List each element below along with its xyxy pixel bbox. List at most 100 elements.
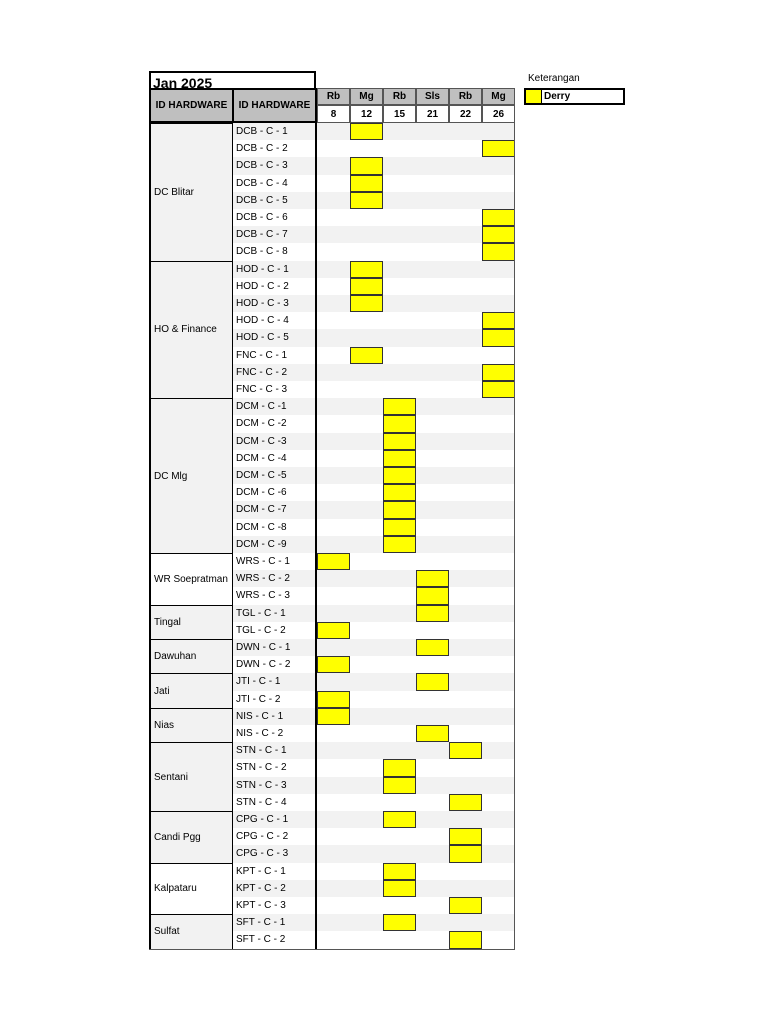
hardware-id: CPG - C - 1 [236, 814, 289, 825]
schedule-mark[interactable] [350, 346, 383, 364]
hardware-id: SFT - C - 1 [236, 917, 286, 929]
table-row: KPT - C - 1 [233, 863, 515, 880]
group-label: Kalpataru [149, 862, 233, 916]
table-row: DCM - C -2 [233, 415, 515, 432]
hardware-id: DCM - C -4 [236, 452, 287, 464]
hardware-id: DCM - C -6 [236, 487, 287, 499]
schedule-mark[interactable] [383, 759, 416, 777]
schedule-mark[interactable] [317, 621, 350, 639]
schedule-mark[interactable] [350, 191, 383, 209]
table-row: STN - C - 4 [233, 794, 515, 811]
schedule-mark[interactable] [383, 501, 416, 519]
schedule-mark[interactable] [383, 449, 416, 467]
table-row: DCM - C -6 [233, 484, 515, 501]
hardware-id: DCM - C -1 [236, 401, 287, 413]
schedule-mark[interactable] [317, 656, 350, 674]
schedule-mark[interactable] [383, 432, 416, 450]
schedule-mark[interactable] [416, 604, 449, 622]
hardware-id: DCM - C -3 [236, 435, 287, 447]
schedule-mark[interactable] [416, 587, 449, 605]
schedule-mark[interactable] [317, 707, 350, 725]
schedule-mark[interactable] [317, 553, 350, 571]
table-row: DCM - C -8 [233, 519, 515, 536]
schedule-mark[interactable] [350, 123, 383, 141]
schedule-mark[interactable] [482, 329, 515, 347]
table-row: DCB - C - 6 [233, 209, 515, 226]
hardware-id: DCM - C -7 [236, 504, 287, 516]
column-divider [315, 123, 317, 949]
schedule-mark[interactable] [383, 811, 416, 829]
schedule-mark[interactable] [350, 295, 383, 313]
schedule-mark[interactable] [383, 914, 416, 932]
table-row: FNC - C - 2 [233, 363, 515, 381]
schedule-mark[interactable] [449, 742, 482, 760]
group-label: Nias [149, 707, 233, 744]
schedule-mark[interactable] [383, 776, 416, 794]
schedule-mark[interactable] [383, 467, 416, 485]
sheet-title: Jan 2025 [149, 71, 316, 88]
schedule-mark[interactable] [416, 570, 449, 588]
table-row: NIS - C - 2 [233, 725, 515, 742]
table-row: TGL - C - 2 [233, 622, 515, 639]
schedule-mark[interactable] [449, 897, 482, 915]
date-header: 12 [350, 105, 383, 123]
schedule-mark[interactable] [416, 725, 449, 743]
schedule-mark[interactable] [383, 398, 416, 416]
table-row: KPT - C - 2 [233, 879, 515, 897]
hardware-id: HOD - C - 5 [236, 332, 289, 344]
table-row: DCM - C -5 [233, 467, 515, 485]
hardware-id: WRS - C - 3 [236, 590, 290, 602]
date-header: 15 [383, 105, 416, 123]
schedule-mark[interactable] [416, 639, 449, 657]
schedule-mark[interactable] [383, 518, 416, 536]
schedule-mark[interactable] [383, 415, 416, 433]
group-label: Tingal [149, 604, 233, 640]
schedule-mark[interactable] [449, 931, 482, 949]
group-label: DC Mlg [149, 398, 233, 554]
table-row: STN - C - 3 [233, 776, 515, 794]
schedule-mark[interactable] [350, 277, 383, 295]
day-header: Rb [449, 88, 482, 105]
hardware-id: STN - C - 1 [236, 745, 287, 757]
hardware-id: KPT - C - 3 [236, 900, 286, 911]
hardware-id: NIS - C - 2 [236, 728, 284, 739]
hardware-id: DCM - C -2 [236, 418, 287, 430]
date-header: 26 [482, 105, 515, 123]
table-row: DCB - C - 4 [233, 175, 515, 192]
schedule-mark[interactable] [482, 226, 515, 244]
schedule-mark[interactable] [383, 862, 416, 880]
group-label: DC Blitar [149, 123, 233, 262]
schedule-mark[interactable] [317, 690, 350, 708]
schedule-mark[interactable] [482, 140, 515, 158]
schedule-mark[interactable] [449, 845, 482, 863]
schedule-mark[interactable] [383, 484, 416, 502]
table-bottom-border [149, 948, 515, 950]
legend-label: Derry [544, 91, 571, 102]
group-label: Jati [149, 673, 233, 709]
schedule-mark[interactable] [482, 381, 515, 399]
hardware-id: FNC - C - 2 [236, 366, 288, 378]
schedule-mark[interactable] [482, 363, 515, 381]
table-row: DCB - C - 2 [233, 140, 515, 157]
schedule-mark[interactable] [383, 535, 416, 553]
schedule-mark[interactable] [482, 243, 515, 261]
hardware-id: FNC - C - 3 [236, 384, 288, 395]
schedule-mark[interactable] [350, 157, 383, 175]
table-row: JTI - C - 1 [233, 673, 515, 691]
legend-swatch [526, 90, 542, 103]
schedule-mark[interactable] [449, 828, 482, 846]
header-group-column: ID HARDWARE [149, 88, 234, 123]
table-row: DCM - C -1 [233, 398, 515, 416]
day-header: Sls [416, 88, 449, 105]
table-row: DCM - C -3 [233, 432, 515, 450]
table-row: DWN - C - 2 [233, 656, 515, 673]
schedule-mark[interactable] [449, 793, 482, 811]
schedule-mark[interactable] [350, 174, 383, 192]
schedule-mark[interactable] [416, 673, 449, 691]
hardware-id: SFT - C - 2 [236, 934, 286, 946]
schedule-mark[interactable] [482, 312, 515, 330]
schedule-mark[interactable] [482, 209, 515, 227]
hardware-id: DCB - C - 5 [236, 194, 288, 206]
schedule-mark[interactable] [383, 879, 416, 897]
schedule-mark[interactable] [350, 260, 383, 278]
